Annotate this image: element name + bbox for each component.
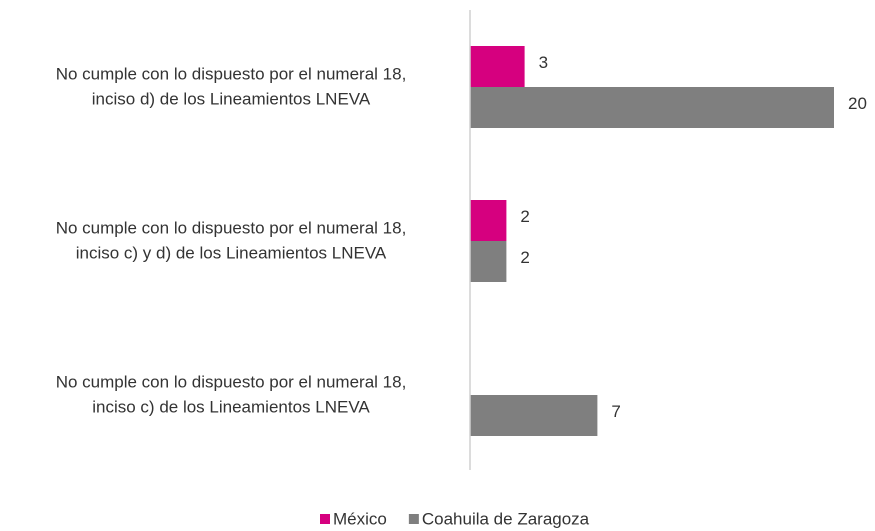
value-label: 20 [848,94,867,113]
legend-swatch [320,514,330,524]
value-label: 3 [539,53,548,72]
category-label: inciso c) de los Lineamientos LNEVA [92,397,370,416]
category-label: No cumple con lo dispuesto por el numera… [56,372,407,391]
bar [470,87,834,128]
value-label: 2 [520,207,529,226]
category-label: inciso c) y d) de los Lineamientos LNEVA [76,243,387,262]
category-label: No cumple con lo dispuesto por el numera… [56,218,407,237]
bar [470,200,507,241]
category-label: No cumple con lo dispuesto por el numera… [56,64,407,83]
bar [470,241,507,282]
legend-label: Coahuila de Zaragoza [422,509,590,528]
bar [470,46,525,87]
legend-swatch [408,514,419,524]
value-label: 2 [520,248,529,267]
category-label: inciso d) de los Lineamientos LNEVA [92,89,371,108]
value-label: 7 [611,402,620,421]
bar [470,395,598,436]
legend-label: México [333,509,387,528]
